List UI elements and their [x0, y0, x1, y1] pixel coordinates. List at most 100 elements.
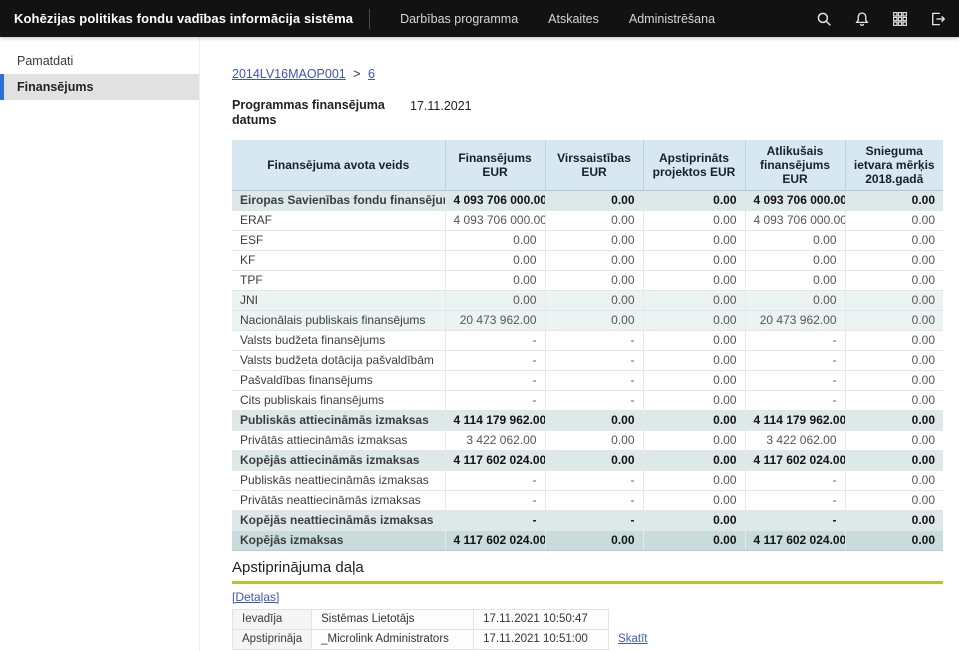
cell-value: 0.00 [845, 251, 943, 271]
app-title: Kohēzijas politikas fondu vadības inform… [0, 11, 367, 26]
approval-table: IevadījaSistēmas Lietotājs17.11.2021 10:… [232, 609, 659, 650]
table-row: Kopējās attiecināmās izmaksas4 117 602 0… [232, 451, 943, 471]
search-icon[interactable] [815, 10, 833, 28]
row-label: Privātās neattiecināmās izmaksas [232, 491, 445, 511]
approval-link-cell [609, 610, 659, 630]
main-content: 2014LV16MAOP001 > 6 Programmas finansēju… [232, 37, 943, 651]
notifications-icon[interactable] [853, 10, 871, 28]
cell-value: 0.00 [845, 451, 943, 471]
cell-value: 3 422 062.00 [445, 431, 545, 451]
cell-value: 0.00 [845, 471, 943, 491]
cell-value: 0.00 [643, 411, 745, 431]
sidebar: PamatdatiFinansējums [0, 37, 200, 651]
topbar-divider [369, 9, 370, 29]
cell-value: 4 117 602 024.00 [745, 451, 845, 471]
table-row: Kopējās neattiecināmās izmaksas--0.00-0.… [232, 511, 943, 531]
cell-value: 0.00 [545, 291, 643, 311]
breadcrumb-link-priority[interactable]: 6 [368, 67, 375, 81]
cell-value: - [545, 391, 643, 411]
cell-value: - [445, 351, 545, 371]
approval-row: Apstiprināja_Microlink Administrators17.… [233, 630, 659, 650]
cell-value: 0.00 [643, 271, 745, 291]
cell-value: 0.00 [643, 531, 745, 551]
approval-link-cell: Skatīt [609, 630, 659, 650]
cell-value: 0.00 [545, 211, 643, 231]
cell-value: - [545, 371, 643, 391]
cell-value: 0.00 [545, 251, 643, 271]
cell-value: - [745, 511, 845, 531]
topbar: Kohēzijas politikas fondu vadības inform… [0, 0, 959, 37]
cell-value: 0.00 [445, 271, 545, 291]
cell-value: 20 473 962.00 [445, 311, 545, 331]
details-link[interactable]: [Detaļas] [232, 590, 279, 604]
row-label: Eiropas Savienības fondu finansējums [232, 191, 445, 211]
cell-value: 0.00 [845, 531, 943, 551]
cell-value: 0.00 [845, 391, 943, 411]
cell-value: 0.00 [445, 291, 545, 311]
cell-value: - [445, 491, 545, 511]
cell-value: - [445, 331, 545, 351]
breadcrumb-link-program[interactable]: 2014LV16MAOP001 [232, 67, 346, 81]
cell-value: 0.00 [545, 311, 643, 331]
cell-value: 0.00 [643, 311, 745, 331]
column-header-virssaistibas-eur: Virssaistības EUR [545, 140, 643, 191]
approval-action: Apstiprināja [233, 630, 312, 650]
column-header-snieguma-ietvara-merkis-2018-gada: Snieguma ietvara mērķis 2018.gadā [845, 140, 943, 191]
table-row: Publiskās attiecināmās izmaksas4 114 179… [232, 411, 943, 431]
cell-value: 0.00 [845, 291, 943, 311]
menu-item-administresana[interactable]: Administrēšana [629, 12, 715, 26]
topbar-icons [815, 10, 959, 28]
row-label: TPF [232, 271, 445, 291]
cell-value: - [545, 491, 643, 511]
top-menu: Darbības programma Atskaites Administrēšan… [400, 12, 715, 26]
cell-value: 0.00 [643, 431, 745, 451]
cell-value: 0.00 [545, 191, 643, 211]
program-date-row: Programmas finansējuma datums 17.11.2021 [232, 98, 943, 128]
cell-value: 0.00 [845, 331, 943, 351]
sidebar-item-pamatdati[interactable]: Pamatdati [0, 48, 199, 74]
logout-icon[interactable] [929, 10, 947, 28]
cell-value: 0.00 [745, 231, 845, 251]
cell-value: - [445, 391, 545, 411]
cell-value: 4 093 706 000.00 [445, 211, 545, 231]
cell-value: - [745, 491, 845, 511]
table-row: Privātās neattiecināmās izmaksas--0.00-0… [232, 491, 943, 511]
section-divider [232, 581, 943, 584]
menu-item-atskaites[interactable]: Atskaites [548, 12, 599, 26]
cell-value: 0.00 [745, 271, 845, 291]
cell-value: 0.00 [845, 311, 943, 331]
cell-value: 0.00 [643, 191, 745, 211]
cell-value: 0.00 [845, 511, 943, 531]
cell-value: 0.00 [545, 271, 643, 291]
view-link[interactable]: Skatīt [618, 633, 647, 645]
finance-table-header-row: Finansējuma avota veidsFinansējums EURVi… [232, 140, 943, 191]
cell-value: - [745, 371, 845, 391]
page: Kohēzijas politikas fondu vadības inform… [0, 0, 959, 651]
cell-value: 0.00 [545, 231, 643, 251]
cell-value: 4 117 602 024.00 [745, 531, 845, 551]
table-row: KF0.000.000.000.000.00 [232, 251, 943, 271]
cell-value: 0.00 [845, 191, 943, 211]
table-row: Cits publiskais finansējums--0.00-0.00 [232, 391, 943, 411]
cell-value: 0.00 [845, 491, 943, 511]
table-row: Pašvaldības finansējums--0.00-0.00 [232, 371, 943, 391]
row-label: Publiskās neattiecināmās izmaksas [232, 471, 445, 491]
table-row: Nacionālais publiskais finansējums20 473… [232, 311, 943, 331]
table-row: TPF0.000.000.000.000.00 [232, 271, 943, 291]
cell-value: 4 117 602 024.00 [445, 531, 545, 551]
cell-value: - [745, 391, 845, 411]
column-header-finansejuma-avota-veids: Finansējuma avota veids [232, 140, 445, 191]
row-label: ERAF [232, 211, 445, 231]
table-row: Kopējās izmaksas4 117 602 024.000.000.00… [232, 531, 943, 551]
row-label: Kopējās izmaksas [232, 531, 445, 551]
cell-value: 4 114 179 962.00 [745, 411, 845, 431]
cell-value: 0.00 [445, 231, 545, 251]
sidebar-item-finansejums[interactable]: Finansējums [0, 74, 199, 100]
apps-icon[interactable] [891, 10, 909, 28]
cell-value: 0.00 [745, 291, 845, 311]
cell-value: - [545, 351, 643, 371]
row-label: Valsts budžeta finansējums [232, 331, 445, 351]
menu-item-darbibas-programma[interactable]: Darbības programma [400, 12, 518, 26]
cell-value: - [545, 471, 643, 491]
cell-value: 4 093 706 000.00 [745, 191, 845, 211]
